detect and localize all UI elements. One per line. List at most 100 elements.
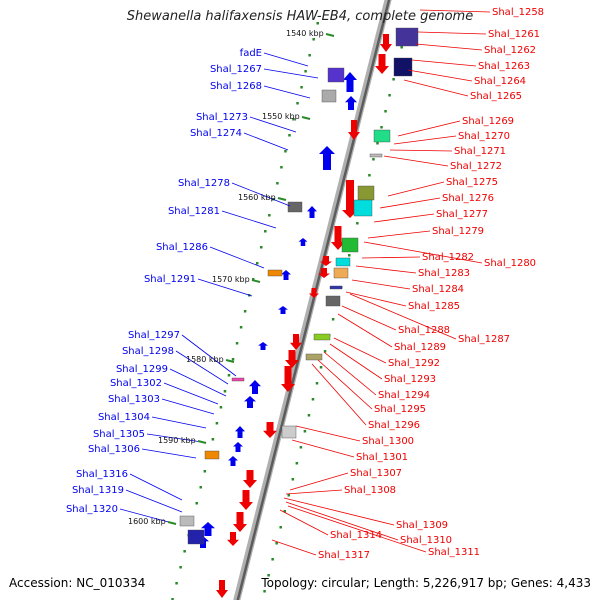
inner-dot: [288, 134, 291, 137]
right-strand-gene-arrow: [263, 422, 277, 438]
right-strand-gene-arrow: [216, 580, 228, 598]
leader-line: [163, 382, 219, 405]
gene-label-shal_1281: Shal_1281: [168, 206, 220, 217]
gene-label-shal_1284: Shal_1284: [412, 284, 464, 295]
inner-dot: [300, 86, 303, 89]
left-strand-gene-arrow: [233, 442, 243, 452]
gene-label-shal_1283: Shal_1283: [418, 268, 470, 279]
left-strand-gene-block: [327, 67, 345, 83]
leader-lines-layer: [119, 9, 491, 556]
leader-line: [263, 85, 311, 99]
left-strand-gene-block: [187, 529, 205, 545]
left-strand-gene-arrow: [258, 342, 268, 350]
gene-label-shal_1268: Shal_1268: [210, 81, 262, 92]
right-strand-gene-arrow: [320, 256, 332, 266]
outer-dot: [287, 494, 291, 497]
left-strand-gene-arrow: [228, 456, 238, 466]
gene-label-shal_1286: Shal_1286: [156, 242, 208, 253]
leader-line: [209, 246, 265, 269]
right-strand-gene-arrow: [243, 470, 257, 488]
gene-label-shal_1299: Shal_1299: [116, 364, 168, 375]
right-strand-gene-block: [305, 353, 323, 361]
outer-dot: [291, 478, 295, 481]
inner-dot: [195, 502, 198, 505]
outer-dot: [307, 414, 311, 417]
gene-label-shal_1272: Shal_1272: [450, 161, 502, 172]
leader-line: [125, 489, 183, 513]
gene-label-shal_1263: Shal_1263: [478, 61, 530, 72]
gene-label-shal_1294: Shal_1294: [378, 390, 430, 401]
inner-dot: [280, 166, 283, 169]
inner-dot: [316, 22, 319, 25]
inner-dot: [175, 582, 178, 585]
inner-dot: [268, 214, 271, 217]
gene-label-shal_1285: Shal_1285: [408, 301, 460, 312]
gene-label-shal_1296: Shal_1296: [368, 420, 420, 431]
outer-dot: [267, 574, 270, 577]
leader-line: [197, 278, 253, 297]
gene-label-shal_1287: Shal_1287: [458, 334, 510, 345]
gene-label-shal_1317: Shal_1317: [318, 550, 370, 561]
outer-dot: [295, 462, 299, 465]
tick-label: 1540 kbp: [286, 29, 324, 38]
gene-label-shal_1278: Shal_1278: [178, 178, 230, 189]
left-strand-gene-arrow: [201, 522, 215, 536]
backbone-core: [236, 0, 391, 600]
leader-line: [243, 132, 289, 151]
gene-label-shal_1275: Shal_1275: [446, 177, 498, 188]
right-strand-gene-arrow: [375, 54, 389, 74]
leader-line: [333, 337, 387, 364]
right-strand-gene-block: [395, 27, 419, 47]
inner-dot: [284, 150, 287, 153]
inner-dot: [296, 102, 299, 105]
tick-dots-layer: [171, 22, 407, 600]
leader-line: [407, 69, 473, 82]
leader-line: [285, 489, 343, 495]
gene-label-shal_1303: Shal_1303: [108, 394, 160, 405]
outer-dot: [271, 558, 274, 561]
inner-dot: [231, 358, 235, 361]
tick-mark: [301, 116, 311, 120]
left-strand-gene-arrow: [307, 206, 317, 218]
tick-mark: [325, 33, 335, 37]
gene-label-shal_1265: Shal_1265: [470, 91, 522, 102]
leader-line: [341, 305, 397, 331]
leader-line: [363, 241, 483, 264]
tick-label: 1580 kbp: [186, 355, 224, 364]
inner-dot: [264, 230, 267, 233]
gene-label-shal_1291: Shal_1291: [144, 274, 196, 285]
outer-dot: [400, 46, 403, 49]
gene-label-shal_1288: Shal_1288: [398, 325, 450, 336]
leader-line: [263, 68, 319, 79]
right-strand-gene-arrow: [348, 120, 360, 140]
gene-label-shal_1279: Shal_1279: [432, 226, 484, 237]
accession-text: Accession: NC_010334: [9, 576, 146, 590]
left-strand-gene-block: [267, 269, 283, 277]
outer-dot: [319, 366, 323, 369]
tick-label: 1560 kbp: [238, 193, 276, 202]
right-strand-gene-arrow: [281, 366, 295, 392]
inner-dot: [239, 326, 243, 329]
left-strand-gene-arrow: [343, 72, 357, 92]
gene-label-shal_1261: Shal_1261: [488, 29, 540, 40]
right-strand-gene-arrow: [227, 532, 239, 546]
left-strand-gene-arrow: [345, 96, 357, 110]
right-strand-gene-block: [333, 267, 349, 279]
leader-line: [231, 182, 291, 207]
leader-line: [397, 120, 461, 137]
outer-dot: [376, 142, 379, 145]
gene-label-shal_1307: Shal_1307: [350, 468, 402, 479]
gene-label-shal_1264: Shal_1264: [474, 76, 526, 87]
gene-label-shal_1320: Shal_1320: [66, 504, 118, 515]
gene-label-shal_1271: Shal_1271: [454, 146, 506, 157]
gene-label-shal_1276: Shal_1276: [442, 193, 494, 204]
gene-label-shal_1301: Shal_1301: [356, 452, 408, 463]
gene-label-shal_1308: Shal_1308: [344, 485, 396, 496]
leader-line: [151, 416, 207, 429]
tick-mark: [277, 197, 287, 201]
gene-label-fade: fadE: [240, 48, 262, 59]
tick-labels-layer: 1540 kbp 1550 kbp 1560 kbp 1570 kbp 1580 kbp…: [128, 29, 335, 526]
leader-line: [367, 230, 431, 239]
inner-dot: [308, 54, 311, 57]
inner-dot: [183, 550, 186, 553]
